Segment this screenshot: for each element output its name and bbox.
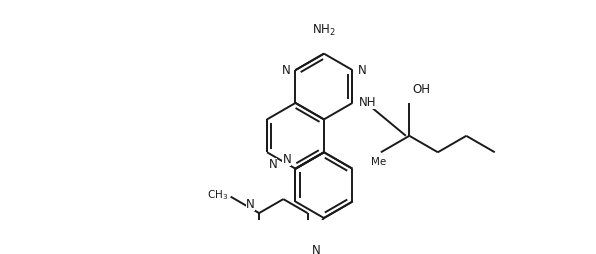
Text: N: N — [312, 244, 321, 254]
Text: NH$_2$: NH$_2$ — [312, 23, 336, 38]
Text: N: N — [281, 64, 290, 76]
Text: OH: OH — [413, 83, 431, 96]
Text: Me: Me — [371, 157, 386, 167]
Text: N: N — [246, 198, 254, 211]
Text: CH$_3$: CH$_3$ — [207, 188, 228, 202]
Text: N: N — [283, 153, 291, 166]
Text: N: N — [358, 64, 367, 76]
Text: NH: NH — [359, 97, 377, 109]
Text: N: N — [269, 158, 278, 171]
